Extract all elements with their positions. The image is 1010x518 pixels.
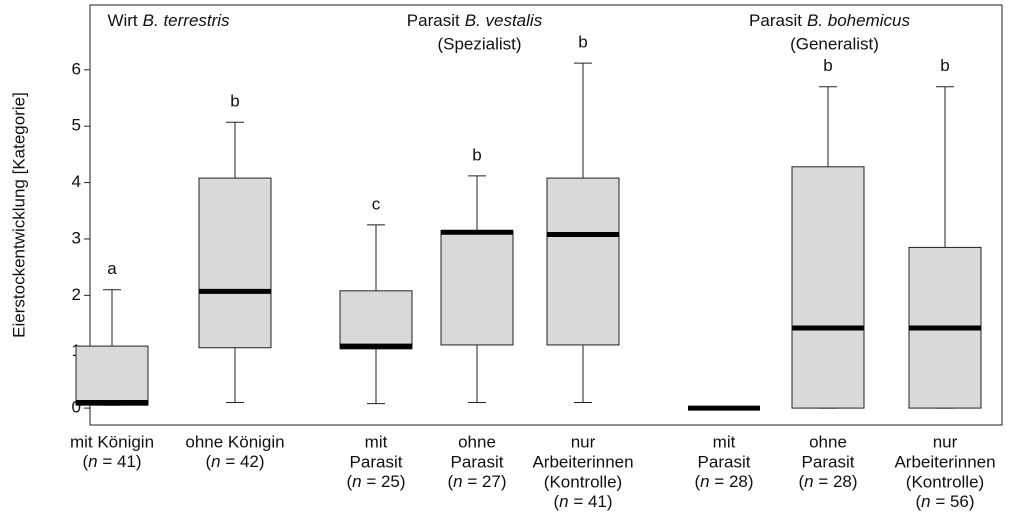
label-part: n: [453, 472, 462, 491]
x-tick-label: (n = 42): [205, 452, 264, 471]
y-tick-label: 2: [72, 285, 81, 304]
group-title: Parasit B. vestalis: [407, 11, 543, 30]
group-species: B. vestalis: [465, 11, 543, 30]
label-part: = 27): [463, 472, 507, 491]
box: [440, 230, 514, 346]
label-part: (: [915, 492, 921, 511]
x-tick-label: ohne: [458, 432, 496, 451]
group-prefix: Parasit: [749, 11, 802, 30]
group-note: (Spezialist): [437, 34, 521, 53]
label-part: = 41): [569, 492, 613, 511]
y-tick-label: 4: [72, 172, 81, 191]
x-tick-label: Parasit: [802, 452, 855, 471]
significance-letter: a: [107, 259, 117, 278]
label-part: = 28): [710, 472, 754, 491]
y-tick-label: 5: [72, 116, 81, 135]
box: [75, 345, 149, 406]
box: [339, 290, 413, 350]
label-part: n: [559, 492, 568, 511]
x-tick-label: (n = 25): [346, 472, 405, 491]
label-part: n: [700, 472, 709, 491]
group-species: B. bohemicus: [807, 11, 910, 30]
significance-letter: c: [372, 194, 381, 213]
x-tick-label: (n = 41): [553, 492, 612, 511]
group-prefix: Wirt: [107, 11, 137, 30]
label-part: n: [88, 452, 97, 471]
significance-letter: b: [472, 145, 481, 164]
y-tick-label: 3: [72, 228, 81, 247]
y-tick-label: 6: [72, 59, 81, 78]
x-tick-label: mit: [365, 432, 388, 451]
significance-letter: b: [823, 56, 832, 75]
x-tick-label: nur: [571, 432, 596, 451]
label-part: (: [82, 452, 88, 471]
label-part: n: [921, 492, 930, 511]
box: [198, 177, 272, 349]
x-tick-label: (Kontrolle): [906, 472, 984, 491]
label-part: (: [553, 492, 559, 511]
x-tick-label: (n = 56): [915, 492, 974, 511]
significance-letter: b: [578, 33, 587, 52]
label-part: n: [352, 472, 361, 491]
y-axis-label: Eierstockentwicklung [Kategorie]: [9, 92, 28, 338]
label-part: = 25): [362, 472, 406, 491]
x-tick-label: Arbeiterinnen: [894, 452, 995, 471]
y-tick-label: 0: [72, 398, 81, 417]
label-part: (: [694, 472, 700, 491]
x-tick-label: (n = 41): [82, 452, 141, 471]
group-species: B. terrestris: [143, 11, 230, 30]
x-tick-label: ohne Königin: [185, 432, 284, 451]
x-tick-label: nur: [933, 432, 958, 451]
label-part: (: [205, 452, 211, 471]
x-tick-label: (n = 28): [798, 472, 857, 491]
group-note: (Generalist): [790, 34, 879, 53]
plot-frame: [89, 4, 1003, 426]
x-tick-label: Arbeiterinnen: [532, 452, 633, 471]
significance-letter: b: [230, 92, 239, 111]
box: [791, 166, 865, 409]
label-part: (: [447, 472, 453, 491]
label-part: = 42): [221, 452, 265, 471]
group-title: Wirt B. terrestris: [107, 11, 230, 30]
x-tick-label: Parasit: [698, 452, 751, 471]
x-tick-label: mit: [713, 432, 736, 451]
x-tick-label: Parasit: [451, 452, 504, 471]
group-title: Parasit B. bohemicus: [749, 11, 910, 30]
label-part: (: [798, 472, 804, 491]
box: [546, 177, 620, 346]
label-part: (: [346, 472, 352, 491]
label-part: = 56): [931, 492, 975, 511]
x-tick-label: (Kontrolle): [544, 472, 622, 491]
significance-letter: b: [940, 56, 949, 75]
group-prefix: Parasit: [407, 11, 460, 30]
x-tick-label: Parasit: [350, 452, 403, 471]
x-tick-label: mit Königin: [70, 432, 154, 451]
x-tick-label: (n = 27): [447, 472, 506, 491]
label-part: = 28): [814, 472, 858, 491]
label-part: n: [211, 452, 220, 471]
x-tick-label: (n = 28): [694, 472, 753, 491]
x-tick-label: ohne: [809, 432, 847, 451]
label-part: n: [804, 472, 813, 491]
label-part: = 41): [98, 452, 142, 471]
